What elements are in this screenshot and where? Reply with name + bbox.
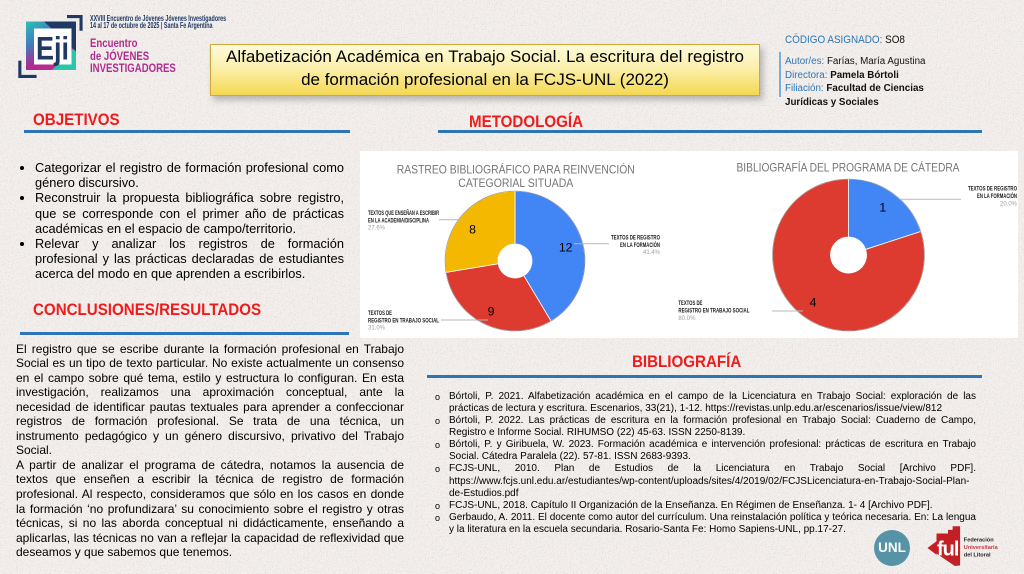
svg-text:TEXTOS DE: TEXTOS DE <box>678 301 702 307</box>
svg-text:80.0%: 80.0% <box>678 316 696 322</box>
svg-text:Eji: Eji <box>36 31 69 67</box>
svg-text:REGISTRO EN TRABAJO SOCIAL: REGISTRO EN TRABAJO SOCIAL <box>368 318 439 324</box>
svg-text:20.0%: 20.0% <box>1000 202 1018 208</box>
svg-text:TEXTOS DE: TEXTOS DE <box>368 311 392 317</box>
svg-text:ful: ful <box>937 539 959 561</box>
svg-text:CATEGORIAL SITUADA: CATEGORIAL SITUADA <box>458 176 573 190</box>
svg-text:41.4%: 41.4% <box>643 250 661 256</box>
svg-text:TEXTOS QUE ENSEÑAN A ESCRIBIR: TEXTOS QUE ENSEÑAN A ESCRIBIR <box>368 210 439 217</box>
svg-text:EN LA FORMACIÓN: EN LA FORMACIÓN <box>620 241 660 249</box>
svg-text:12: 12 <box>559 241 573 255</box>
svg-text:TEXTOS DE REGISTRO: TEXTOS DE REGISTRO <box>968 187 1017 193</box>
svg-text:TEXTOS DE REGISTRO: TEXTOS DE REGISTRO <box>611 236 660 242</box>
svg-text:31.0%: 31.0% <box>368 326 386 332</box>
svg-text:EN LA ACADEMIA/DISCIPLINA: EN LA ACADEMIA/DISCIPLINA <box>368 219 429 225</box>
svg-text:REGISTRO EN TRABAJO SOCIAL: REGISTRO EN TRABAJO SOCIAL <box>678 308 749 314</box>
svg-text:del Litoral: del Litoral <box>964 552 991 558</box>
svg-text:Universitaria: Universitaria <box>964 545 999 551</box>
svg-text:1: 1 <box>879 201 886 215</box>
svg-text:8: 8 <box>469 223 476 237</box>
svg-text:4: 4 <box>810 296 817 310</box>
svg-text:Federación: Federación <box>964 538 994 544</box>
svg-text:9: 9 <box>488 305 495 319</box>
svg-text:EN LA FORMACIÓN: EN LA FORMACIÓN <box>977 192 1017 200</box>
svg-text:27.6%: 27.6% <box>368 226 386 232</box>
svg-text:RASTREO BIBLIOGRÁFICO PARA REI: RASTREO BIBLIOGRÁFICO PARA REINVENCIÓN <box>397 161 635 176</box>
svg-text:BIBLIOGRAFÍA DEL PROGRAMA DE C: BIBLIOGRAFÍA DEL PROGRAMA DE CÁTEDRA <box>737 160 960 175</box>
